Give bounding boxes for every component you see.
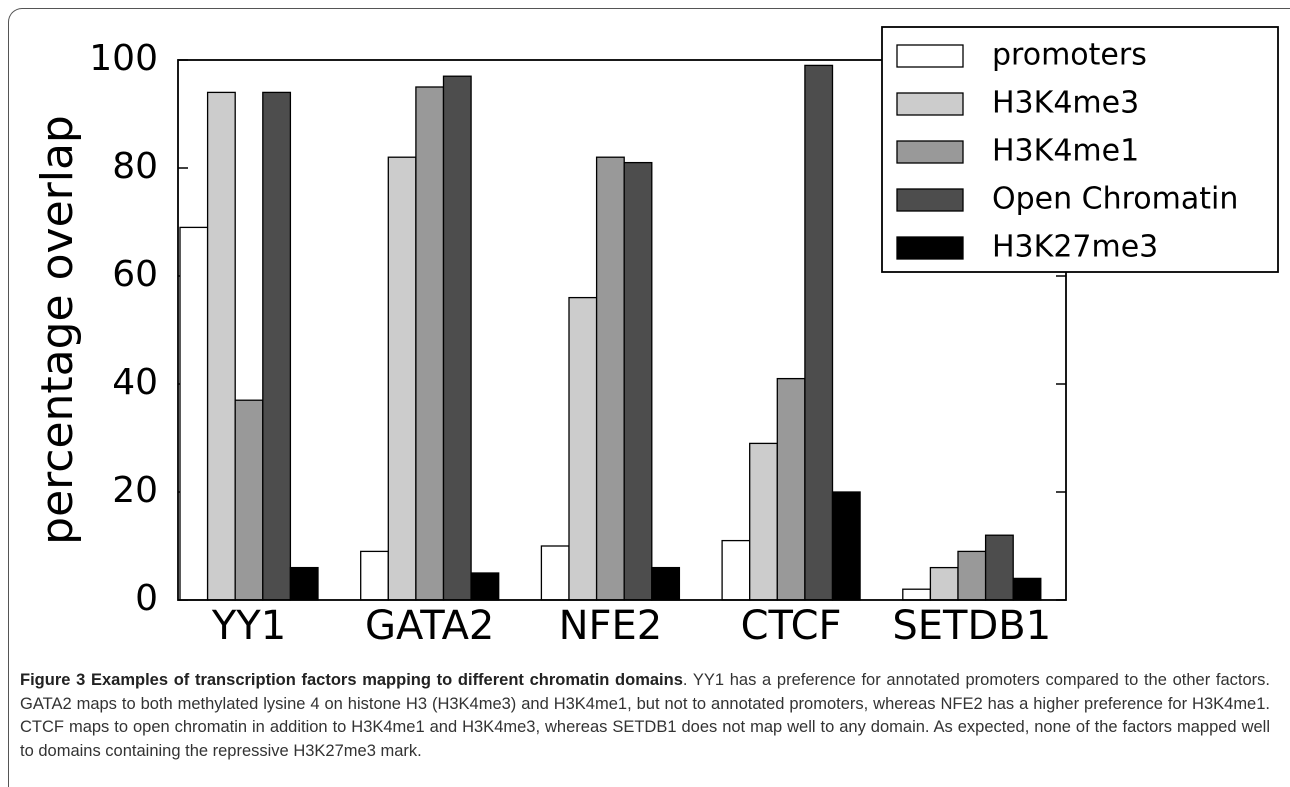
bar	[831, 491, 861, 601]
caption-body: . YY1 has a preference for annotated pro…	[20, 671, 1270, 760]
bar	[540, 545, 570, 601]
bar	[387, 156, 417, 601]
y-tick-label: 80	[112, 146, 158, 187]
legend-label: promoters	[992, 38, 1147, 73]
caption: Figure 3 Examples of transcription facto…	[20, 669, 1270, 763]
bar	[289, 566, 319, 601]
bar	[442, 75, 472, 601]
legend-swatch	[896, 236, 964, 260]
bar	[929, 566, 959, 601]
bar	[957, 550, 987, 601]
bar	[234, 399, 264, 601]
x-tick-label: NFE2	[559, 603, 663, 649]
bar	[721, 539, 751, 601]
x-tick-label: YY1	[211, 603, 286, 649]
frame	[8, 8, 1290, 787]
y-tick-label: 40	[112, 362, 158, 403]
bar	[262, 91, 292, 601]
bar	[623, 161, 653, 601]
x-tick-label: CTCF	[741, 603, 842, 649]
legend-label: H3K4me1	[992, 134, 1139, 169]
bar	[776, 377, 806, 601]
bar	[360, 550, 389, 601]
bar	[1012, 577, 1042, 601]
y-axis-label: percentage overlap	[32, 115, 83, 545]
bar	[984, 534, 1014, 601]
plot-frame	[177, 59, 1067, 601]
chart: percentage overlap 0 20 40 60 80 100 YY1 GATA2 N…	[32, 26, 1279, 649]
y-tick-label: 100	[89, 38, 158, 79]
bar	[749, 442, 778, 601]
legend-label: Open Chromatin	[992, 182, 1238, 217]
legend-label: H3K4me3	[992, 86, 1139, 121]
legend-label: H3K27me3	[992, 230, 1158, 265]
caption-title: Figure 3 Examples of transcription facto…	[20, 671, 683, 689]
bar	[804, 64, 834, 601]
y-tick-label: 60	[112, 254, 158, 295]
y-tick-label: 20	[112, 470, 158, 511]
bar	[415, 86, 445, 601]
legend-swatch	[896, 188, 964, 212]
bar	[651, 566, 681, 601]
x-tick-label: GATA2	[365, 603, 494, 649]
legend-swatch	[896, 44, 964, 68]
bar	[470, 572, 500, 601]
y-tick-label: 0	[135, 578, 158, 619]
bar	[595, 156, 625, 601]
bar	[568, 296, 598, 601]
x-tick-label: SETDB1	[892, 603, 1051, 649]
legend-swatch	[896, 92, 964, 116]
bar	[902, 588, 932, 601]
bar	[206, 91, 236, 601]
legend-swatch	[896, 140, 964, 164]
bar	[179, 226, 209, 601]
